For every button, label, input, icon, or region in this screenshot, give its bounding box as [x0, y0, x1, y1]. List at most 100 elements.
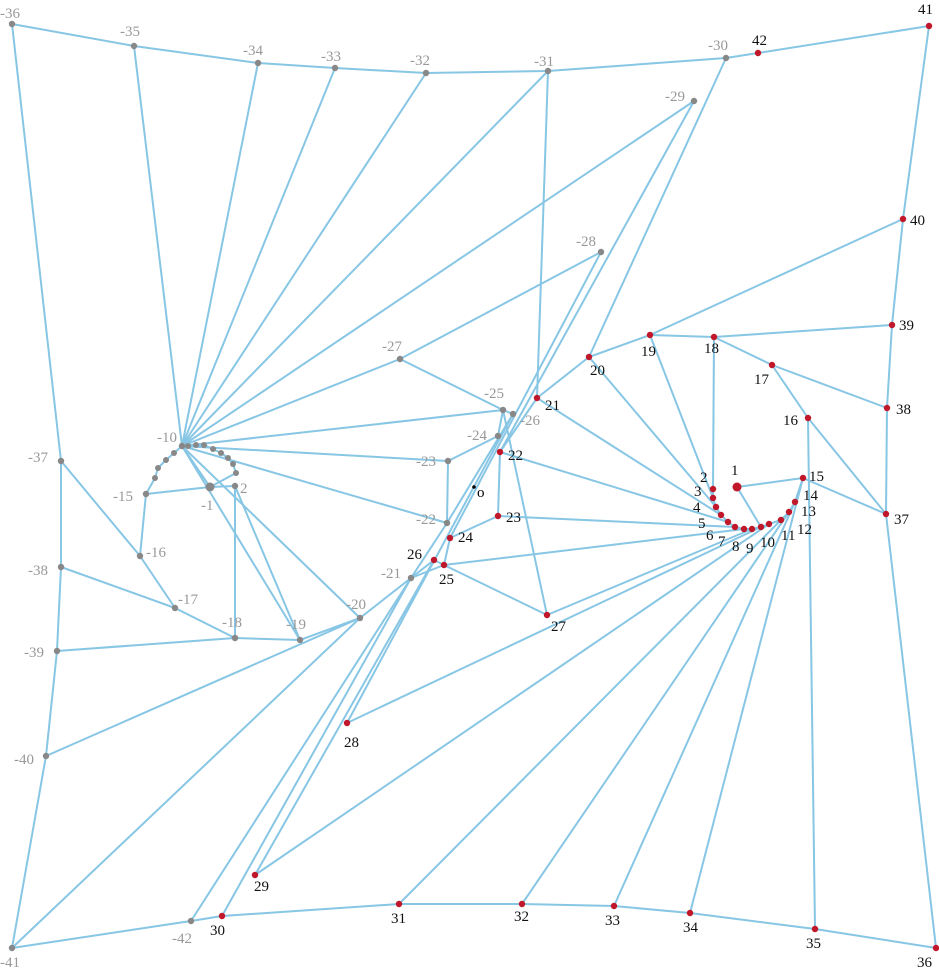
positive-node-23: [494, 512, 502, 520]
positive-node-label-20: 20: [590, 363, 605, 379]
negative-node-n28: [597, 248, 605, 256]
positive-node-label-27: 27: [551, 619, 567, 635]
edge: [45, 650, 58, 757]
positive-node-37: [882, 510, 890, 518]
positive-node-1: [732, 482, 742, 492]
edge: [689, 477, 804, 914]
edge: [443, 537, 451, 566]
positive-node-14: [791, 498, 799, 506]
negative-node-label-n27: -27: [382, 339, 402, 355]
positive-node-label-33: 33: [605, 913, 620, 929]
edge: [521, 903, 615, 907]
negative-node-label-n1: -1: [201, 498, 214, 514]
positive-node-7: [731, 523, 739, 531]
edge: [139, 493, 147, 557]
spiral-node: [230, 461, 236, 467]
spiral-node: [193, 442, 199, 448]
edge-layer: [11, 23, 937, 949]
negative-node-n25: [499, 406, 507, 414]
edge: [56, 637, 236, 652]
origin-marker: o: [472, 485, 485, 501]
positive-node-3: [709, 494, 717, 502]
edge: [536, 356, 590, 399]
edge: [181, 409, 504, 447]
edge: [885, 513, 937, 949]
positive-node-6: [724, 518, 732, 526]
positive-node-label-31: 31: [391, 911, 406, 927]
positive-node-31: [395, 900, 403, 908]
negative-node-n18: [231, 634, 239, 642]
edge: [209, 472, 237, 488]
edge: [257, 62, 336, 69]
positive-node-41: [925, 22, 933, 30]
edge: [613, 905, 691, 914]
edge: [902, 25, 930, 220]
edge: [234, 637, 301, 641]
edge: [399, 251, 602, 360]
spiral-node: [152, 475, 158, 481]
positive-node-label-10: 10: [760, 535, 775, 551]
negative-node-n23: [444, 457, 452, 465]
edge: [649, 334, 714, 499]
positive-node-label-9: 9: [746, 541, 754, 557]
edge: [713, 336, 773, 366]
negative-node-n17: [171, 604, 179, 612]
edge: [410, 559, 435, 579]
positive-node-label-41: 41: [918, 2, 933, 18]
negative-node-label-n32: -32: [410, 53, 430, 69]
negative-node-n16: [136, 552, 144, 560]
edge: [145, 486, 211, 495]
negative-node-n33: [331, 64, 339, 72]
positive-node-11: [765, 520, 773, 528]
positive-node-26: [430, 556, 438, 564]
negative-node-label-n15: -15: [113, 489, 133, 505]
positive-node-label-42: 42: [752, 33, 767, 49]
negative-node-n31: [544, 67, 552, 75]
negative-node-n26: [509, 410, 517, 418]
positive-node-label-16: 16: [783, 413, 799, 429]
positive-node-label-38: 38: [896, 402, 911, 418]
positive-node-label-2: 2: [700, 470, 708, 486]
origin-label: o: [477, 485, 485, 501]
edge: [736, 477, 804, 488]
positive-node-5: [717, 511, 725, 519]
negative-node-label-n30: -30: [708, 38, 728, 54]
positive-node-label-12: 12: [797, 522, 812, 538]
edge: [712, 336, 715, 490]
edge: [502, 409, 548, 616]
edge: [449, 251, 602, 539]
edge: [547, 57, 727, 72]
edge: [254, 523, 770, 876]
positive-node-label-30: 30: [210, 923, 225, 939]
positive-node-8: [740, 525, 748, 533]
edge: [725, 52, 759, 59]
negative-node-n2: [231, 482, 239, 490]
edge: [443, 528, 745, 566]
edge: [181, 100, 695, 447]
positive-node-label-18: 18: [704, 341, 719, 357]
negative-node-label-n24: -24: [467, 428, 487, 444]
positive-node-label-22: 22: [508, 448, 523, 464]
positive-node-30: [218, 912, 226, 920]
edge: [891, 218, 904, 326]
positive-node-17: [768, 361, 776, 369]
edge: [254, 559, 435, 876]
edge: [45, 617, 361, 757]
edge: [449, 515, 499, 539]
positive-node-label-39: 39: [899, 318, 914, 334]
edge: [794, 477, 804, 503]
edge: [689, 912, 816, 930]
edge: [446, 460, 449, 524]
negative-node-label-n17: -17: [178, 592, 198, 608]
edge: [771, 364, 809, 419]
edge: [11, 23, 62, 462]
positive-node-label-14: 14: [803, 488, 819, 504]
edge: [802, 477, 887, 515]
edge: [133, 45, 183, 447]
edge: [398, 519, 782, 905]
edge: [56, 566, 62, 652]
edge: [346, 413, 514, 724]
spiral-node: [210, 446, 216, 452]
edge: [446, 413, 514, 524]
